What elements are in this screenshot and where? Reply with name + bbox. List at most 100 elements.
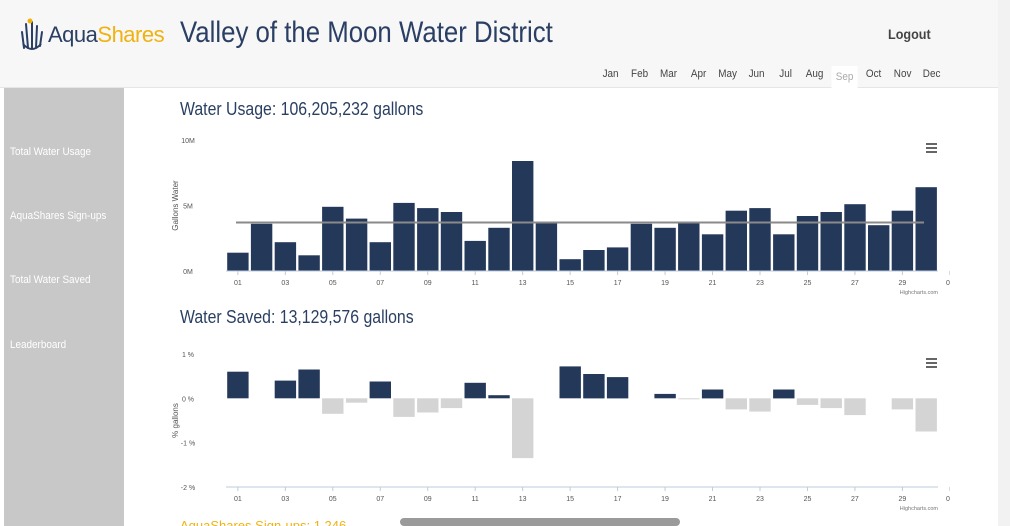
- x-tick-label: 05: [329, 280, 337, 287]
- month-tab-dec[interactable]: Dec: [922, 68, 941, 80]
- bar-day-4: [298, 369, 320, 399]
- bar-day-19: [654, 393, 676, 399]
- x-tick-label: 23: [756, 496, 764, 503]
- month-tab-jan[interactable]: Jan: [602, 68, 619, 80]
- sidebar-item-leaderboard[interactable]: Leaderboard: [10, 339, 67, 351]
- bar-day-5: [322, 206, 344, 271]
- bar-day-24: [773, 389, 795, 399]
- bar-day-21: [701, 389, 724, 399]
- bar-day-19: [654, 227, 676, 271]
- x-tick-label: 17: [614, 280, 622, 287]
- y-tick-label: 5M: [183, 204, 193, 211]
- bar-day-16: [583, 250, 605, 271]
- x-tick-label: 01: [234, 280, 242, 287]
- x-tick-label: 17: [614, 496, 622, 503]
- chart-menu-icon[interactable]: [926, 143, 937, 155]
- district-title: Valley of the Moon Water District: [180, 16, 553, 49]
- x-tick-label: 19: [661, 496, 669, 503]
- aquashares-logo[interactable]: AquaShares: [20, 18, 165, 52]
- bar-day-8: [393, 398, 415, 417]
- x-tick-label: 27: [851, 496, 859, 503]
- x-tick-label: 13: [519, 496, 527, 503]
- bar-day-23: [749, 398, 771, 412]
- bar-day-7: [369, 381, 391, 399]
- bar-day-1: [227, 371, 249, 399]
- y-axis-label: % gallons: [171, 403, 180, 438]
- month-tab-oct[interactable]: Oct: [865, 68, 881, 80]
- bar-day-6: [345, 398, 368, 403]
- bar-day-9: [417, 208, 439, 271]
- x-tick-label: 09: [424, 280, 432, 287]
- logo-shares: Shares: [97, 22, 165, 47]
- month-tab-feb[interactable]: Feb: [631, 68, 649, 80]
- bar-day-28: [868, 225, 890, 271]
- y-axis-label: Gallons Water: [171, 180, 180, 231]
- sidebar-item-total-water-usage[interactable]: Total Water Usage: [10, 146, 92, 158]
- x-tick-label: 07: [376, 280, 384, 287]
- month-tab-mar[interactable]: Mar: [660, 68, 678, 80]
- month-selector: Jan Feb Mar Apr May Jun Jul Aug Sep Oct Nov Dec: [596, 66, 946, 88]
- x-tick-label: 07: [376, 496, 384, 503]
- bar-day-29: [891, 210, 914, 271]
- top-header: AquaShares Valley of the Moon Water Dist…: [0, 0, 1010, 88]
- bar-day-3: [274, 242, 297, 271]
- bar-day-30: [915, 398, 937, 432]
- month-tab-aug[interactable]: Aug: [806, 68, 824, 80]
- highcharts-credit: Highcharts.com: [900, 290, 939, 296]
- month-tab-may[interactable]: May: [717, 68, 737, 80]
- x-tick-label: 21: [709, 496, 717, 503]
- hand-water-icon: [21, 18, 43, 50]
- y-tick-label: 1 %: [182, 352, 194, 359]
- bar-day-9: [417, 398, 439, 413]
- y-tick-label: 0M: [183, 269, 193, 276]
- x-tick-label: 11: [472, 280, 479, 287]
- month-tab-apr[interactable]: Apr: [690, 68, 706, 80]
- logo-aqua: Aqua: [48, 22, 98, 47]
- logout-button[interactable]: Logout: [888, 26, 931, 42]
- bar-day-20: [678, 398, 700, 400]
- bar-day-15: [559, 366, 581, 399]
- bar-day-23: [749, 208, 771, 271]
- bar-day-30: [915, 187, 937, 271]
- x-tick-label: 01: [946, 280, 950, 287]
- bar-day-12: [488, 395, 510, 399]
- x-tick-label: 09: [424, 496, 432, 503]
- month-tab-jul[interactable]: Jul: [779, 68, 793, 80]
- month-tab-sep[interactable]: Sep: [830, 66, 858, 88]
- x-tick-label: 19: [661, 280, 669, 287]
- x-tick-label: 01: [234, 496, 242, 503]
- bar-day-18: [630, 223, 653, 271]
- x-tick-label: 13: [519, 280, 527, 287]
- x-tick-label: 01: [946, 496, 950, 503]
- month-tab-jun[interactable]: Jun: [748, 68, 765, 80]
- bar-day-16: [583, 374, 605, 399]
- bar-day-25: [796, 398, 819, 405]
- bar-day-27: [844, 204, 866, 271]
- x-tick-label: 11: [472, 496, 479, 503]
- bar-day-17: [606, 377, 629, 399]
- chart-menu-icon[interactable]: [926, 358, 937, 370]
- bar-day-5: [322, 398, 344, 414]
- month-tab-nov[interactable]: Nov: [893, 68, 912, 80]
- sidebar-item-aquashares-signups[interactable]: AquaShares Sign-ups: [10, 210, 107, 222]
- horizontal-scrollbar[interactable]: [400, 518, 680, 526]
- x-tick-label: 25: [804, 280, 812, 287]
- signups-title: AquaShares Sign-ups: 1,246: [180, 518, 347, 526]
- bar-day-11: [464, 382, 486, 399]
- y-tick-label: 0 %: [182, 396, 194, 403]
- y-tick-label: -1 %: [181, 441, 195, 448]
- water-usage-chart: 0M 5M 10M Gallons Water 01 03 05 07 09 11 13 15 17 19…: [171, 138, 950, 296]
- bar-day-4: [298, 255, 320, 271]
- y-tick-label: 10M: [181, 138, 195, 145]
- water-usage-title: Water Usage: 106,205,232 gallons: [180, 99, 424, 119]
- bar-day-26: [820, 212, 842, 271]
- bar-day-24: [773, 234, 795, 271]
- bar-day-21: [701, 234, 724, 271]
- x-tick-label: 29: [899, 280, 907, 287]
- bar-day-15: [559, 259, 581, 271]
- x-tick-label: 15: [566, 496, 574, 503]
- y-tick-label: -2 %: [181, 485, 195, 492]
- bar-day-26: [820, 398, 842, 409]
- sidebar-item-total-water-saved[interactable]: Total Water Saved: [10, 274, 91, 286]
- x-tick-label: 03: [281, 496, 289, 503]
